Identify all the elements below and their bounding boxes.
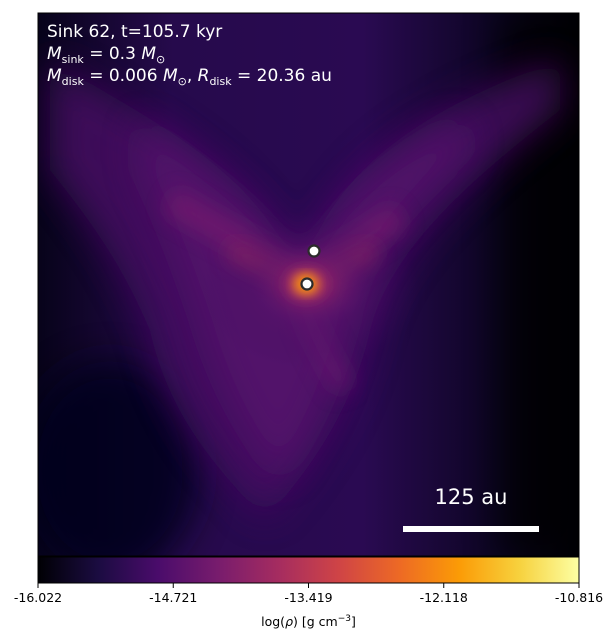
colorbar-tick-label: -14.721 xyxy=(149,590,197,605)
colorbar-label: log(ρ) [g cm−3] xyxy=(261,614,356,629)
map-frame xyxy=(37,12,580,557)
colorbar-tick-label: -16.022 xyxy=(14,590,62,605)
colorbar xyxy=(38,557,579,583)
colorbar-tick-label: -12.118 xyxy=(420,590,468,605)
density-map xyxy=(38,13,579,556)
scale-bar-label: 125 au xyxy=(435,485,508,509)
sink-mass-label: Msink = 0.3 M⊙ xyxy=(47,44,165,66)
colorbar-tick-label: -13.419 xyxy=(284,590,332,605)
disk-properties-label: Mdisk = 0.006 M⊙, Rdisk = 20.36 au xyxy=(47,66,332,88)
sink-time-label: Sink 62, t=105.7 kyr xyxy=(47,22,222,42)
colorbar-tick-labels: -16.022 -14.721 -13.419 -12.118 -10.816 xyxy=(14,590,603,605)
colorbar-ticks xyxy=(37,583,580,588)
primary-sink-marker xyxy=(300,277,314,291)
scale-bar xyxy=(403,526,539,532)
companion-sink-marker xyxy=(307,244,321,258)
colorbar-tick-label: -10.816 xyxy=(555,590,603,605)
